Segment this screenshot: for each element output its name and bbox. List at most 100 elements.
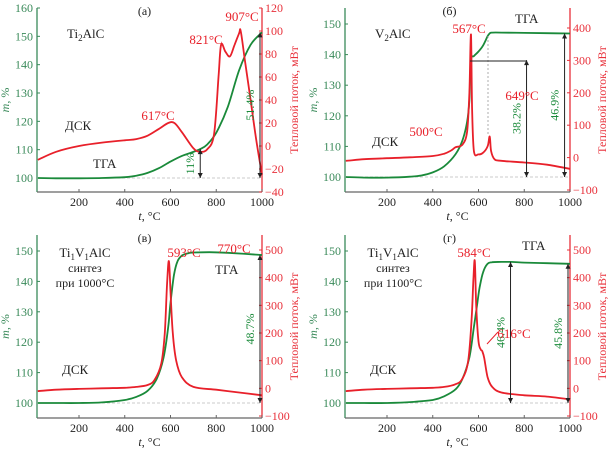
peak-label: 584°C (457, 245, 490, 260)
annotation-label: 45.8% (551, 318, 565, 349)
sample-part: AlC (83, 26, 105, 41)
panel-label: (в) (138, 231, 152, 245)
tga-curve (37, 251, 263, 404)
dsc-curve (345, 259, 571, 401)
arrow-head-up (257, 32, 263, 38)
sample-part: AlC (397, 245, 419, 260)
left-tick-label: 140 (323, 48, 341, 62)
sample-note: синтез (376, 261, 410, 275)
x-tick-label: 800 (207, 421, 225, 435)
x-axis-var: t (138, 435, 142, 449)
right-tick-label: −100 (265, 409, 290, 423)
right-axis-label: Тепловой поток, мВт (595, 272, 609, 380)
sample-label: V2AlC (375, 26, 411, 43)
left-tick-label: 150 (15, 29, 33, 43)
tga-curve-label: ТГА (522, 238, 546, 253)
right-tick-label: −100 (573, 409, 598, 423)
annotation-label: 38.2% (510, 103, 524, 134)
right-tick-label: 40 (265, 93, 277, 107)
tga-curve-label: ТГА (515, 11, 539, 26)
x-axis-unit: , °C (450, 435, 469, 449)
x-axis-var: t (446, 435, 450, 449)
left-tick-label: 150 (15, 244, 33, 258)
sample-part: Ti (67, 26, 78, 41)
left-axis-label: m, % (0, 314, 12, 339)
panel-label: (г) (443, 231, 456, 245)
left-axis-unit: , % (0, 314, 12, 330)
left-tick-label: 110 (15, 143, 33, 157)
sample-subscript: 1 (392, 252, 397, 262)
right-tick-label: −100 (573, 183, 598, 197)
panel-label: (a) (138, 4, 151, 18)
left-axis-var: m (306, 330, 320, 339)
tga-curve-label: ТГА (93, 156, 117, 171)
left-axis-unit: , % (306, 314, 320, 330)
annotation-label: 51.4% (243, 90, 257, 121)
arrow-head-down (197, 173, 203, 178)
x-axis-label: t, °C (446, 209, 468, 223)
right-tick-label: 0 (573, 381, 579, 395)
x-tick-label: 200 (70, 421, 88, 435)
right-tick-label: 400 (265, 271, 283, 285)
right-tick-label: 100 (573, 118, 591, 132)
arrow-head-up (565, 263, 571, 269)
right-tick-label: 0 (265, 139, 271, 153)
annotation-label: 48.7% (243, 313, 257, 344)
peak-label: 617°C (141, 108, 174, 123)
x-tick-label: 400 (116, 195, 134, 209)
x-tick-label: 600 (162, 195, 180, 209)
arrow-head-up (562, 33, 568, 39)
panel-label: (б) (442, 4, 456, 18)
sample-subscript: 1 (71, 252, 76, 262)
arrow-head-up (197, 149, 203, 155)
right-tick-label: 80 (265, 47, 277, 61)
left-tick-label: 130 (323, 78, 341, 92)
right-tick-label: 500 (573, 243, 591, 257)
right-tick-label: 0 (573, 151, 579, 165)
dsc-curve (345, 33, 571, 170)
right-tick-label: −40 (265, 185, 284, 199)
annotation-label: 46.9% (548, 90, 562, 121)
x-tick-label: 800 (515, 421, 533, 435)
x-tick-label: 800 (515, 195, 533, 209)
left-tick-label: 100 (323, 170, 341, 184)
dsc-curve-label: ДСК (372, 134, 399, 149)
sample-part: AlC (89, 245, 111, 260)
x-axis-unit: , °C (450, 209, 469, 223)
right-tick-label: 300 (573, 298, 591, 312)
sample-part: AlC (389, 26, 411, 41)
arrow-head-down (562, 172, 568, 177)
left-tick-label: 100 (15, 171, 33, 185)
sample-part: V (375, 26, 385, 41)
x-axis-label: t, °C (446, 435, 468, 449)
sample-part: Ti (367, 245, 378, 260)
x-tick-label: 200 (378, 195, 396, 209)
peak-label: 616°C (497, 326, 530, 341)
sample-note: синтез (68, 261, 102, 275)
x-tick-label: 600 (162, 421, 180, 435)
x-tick-label: 600 (470, 421, 488, 435)
arrow-head-down (508, 398, 514, 403)
x-tick-label: 400 (424, 421, 442, 435)
peak-label: 500°C (409, 124, 442, 139)
x-tick-label: 600 (470, 195, 488, 209)
right-tick-label: 300 (265, 298, 283, 312)
dsc-curve (37, 260, 263, 397)
x-tick-label: 800 (207, 195, 225, 209)
peak-label: 593°C (167, 245, 200, 260)
right-tick-label: 100 (265, 354, 283, 368)
peak-label: 907°C (225, 9, 258, 24)
sample-note: при 1100°C (364, 276, 422, 290)
x-tick-label: 1000 (558, 421, 582, 435)
left-tick-label: 150 (323, 17, 341, 31)
left-tick-label: 100 (323, 396, 341, 410)
left-tick-label: 120 (323, 335, 341, 349)
sample-subscript: 1 (379, 252, 384, 262)
sample-note: при 1000°C (56, 276, 115, 290)
dsc-curve (37, 28, 263, 175)
x-axis-label: t, °C (138, 209, 160, 223)
x-tick-label: 1000 (250, 195, 274, 209)
left-tick-label: 140 (323, 274, 341, 288)
